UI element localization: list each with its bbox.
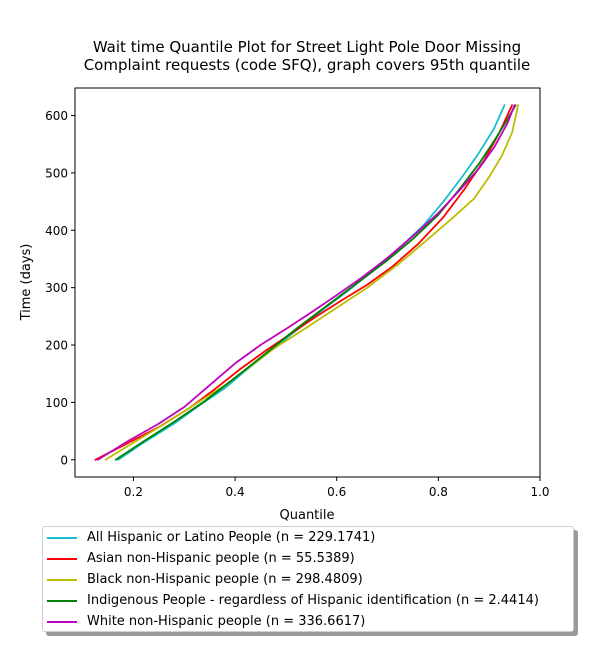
legend-swatch <box>47 578 77 581</box>
legend-label: Black non-Hispanic people (n = 298.4809) <box>87 572 363 587</box>
y-tick-label: 600 <box>45 109 68 123</box>
legend-item: Asian non-Hispanic people (n = 55.5389) <box>43 548 573 569</box>
y-axis-label: Time (days) <box>19 244 34 322</box>
legend-item: Indigenous People - regardless of Hispan… <box>43 590 573 611</box>
series-line <box>114 104 517 461</box>
x-tick-label: 0.6 <box>327 485 346 499</box>
legend: All Hispanic or Latino People (n = 229.1… <box>42 526 574 632</box>
legend-label: All Hispanic or Latino People (n = 229.1… <box>87 530 376 545</box>
x-tick-label: 0.8 <box>429 485 448 499</box>
y-tick-label: 100 <box>45 396 68 410</box>
series-line <box>104 104 520 461</box>
chart-title-line-2: Complaint requests (code SFQ), graph cov… <box>84 56 531 74</box>
legend-item: Black non-Hispanic people (n = 298.4809) <box>43 569 573 590</box>
series-line <box>94 104 513 461</box>
y-tick-label: 0 <box>60 453 68 467</box>
legend-label: Indigenous People - regardless of Hispan… <box>87 593 539 608</box>
legend-swatch <box>47 557 77 560</box>
legend-swatch <box>47 536 77 539</box>
y-tick-label: 400 <box>45 224 68 238</box>
plot-area <box>94 104 520 461</box>
y-tick-label: 300 <box>45 281 68 295</box>
legend-item: All Hispanic or Latino People (n = 229.1… <box>43 527 573 548</box>
x-tick-label: 0.4 <box>226 485 245 499</box>
x-tick-label: 1.0 <box>530 485 549 499</box>
series-line <box>96 104 516 461</box>
legend-swatch <box>47 599 77 602</box>
x-axis-label: Quantile <box>280 508 335 523</box>
legend-label: Asian non-Hispanic people (n = 55.5389) <box>87 551 355 566</box>
y-tick-label: 200 <box>45 339 68 353</box>
legend-label: White non-Hispanic people (n = 336.6617) <box>87 614 366 629</box>
legend-swatch <box>47 620 77 623</box>
legend-item: White non-Hispanic people (n = 336.6617) <box>43 611 573 632</box>
axes-frame <box>74 87 541 478</box>
x-tick-label: 0.2 <box>124 485 143 499</box>
y-tick-label: 500 <box>45 166 68 180</box>
axes: 0.2 0.4 0.6 0.8 1.0 0 100 200 300 400 500 600 <box>45 109 549 499</box>
chart-title-line-1: Wait time Quantile Plot for Street Light… <box>93 38 521 56</box>
series-line <box>117 104 506 461</box>
